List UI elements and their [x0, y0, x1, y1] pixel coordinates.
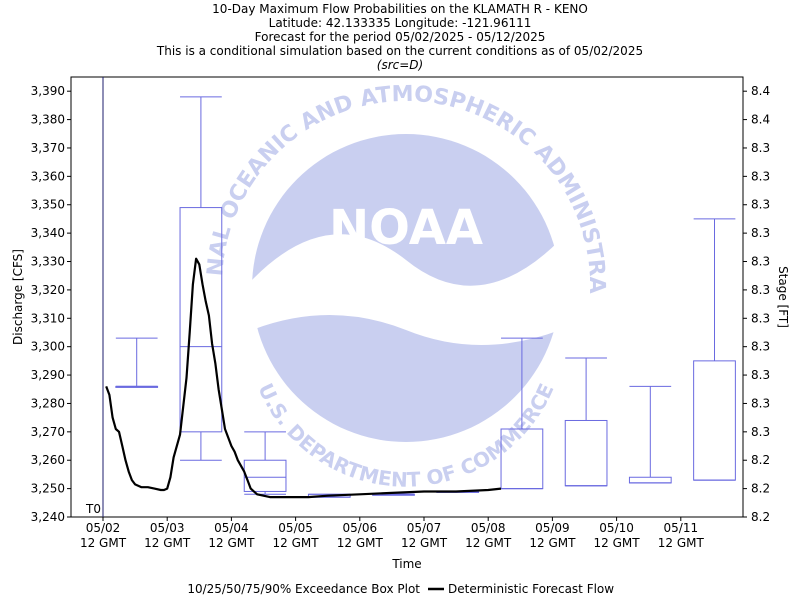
y2-tick-label: 8.3: [751, 425, 770, 439]
x-tick-date: 05/10: [599, 521, 634, 535]
plot-frame: [70, 76, 744, 518]
box-iqr: [564, 419, 608, 487]
x-tick-date: 05/03: [150, 521, 185, 535]
y2-tick-label: 8.2: [751, 453, 770, 467]
y-tick-label: 3,270: [31, 425, 65, 439]
y-tick-label: 3,320: [31, 283, 65, 297]
x-tick-time: 12 GMT: [80, 536, 127, 550]
y2-axis-title: Stage [FT]: [776, 266, 790, 328]
deterministic-line: [105, 257, 502, 499]
y2-tick-label: 8.3: [751, 198, 770, 212]
y2-tick-label: 8.3: [751, 340, 770, 354]
box-plot: [179, 96, 223, 461]
box-iqr: [693, 360, 736, 481]
y-tick-label: 3,350: [31, 198, 65, 212]
x-tick-time: 12 GMT: [658, 536, 705, 550]
box-plot: [243, 431, 287, 495]
y-tick-label: 3,290: [31, 368, 65, 382]
y-tick-label: 3,240: [31, 510, 65, 524]
y2-tick-label: 8.3: [751, 169, 770, 183]
box-plot: [500, 337, 544, 490]
title-line-1: 10-Day Maximum Flow Probabilities on the…: [212, 2, 588, 16]
title-line-4: This is a conditional simulation based o…: [156, 44, 643, 58]
y-tick-label: 3,340: [31, 226, 65, 240]
y-tick-label: 3,330: [31, 255, 65, 269]
title-line-2: Latitude: 42.133335 Longitude: -121.9611…: [269, 16, 532, 30]
y2-tick-label: 8.3: [751, 311, 770, 325]
y-tick-label: 3,370: [31, 141, 65, 155]
y-tick-label: 3,260: [31, 453, 65, 467]
y2-tick-label: 8.3: [751, 396, 770, 410]
legend-line-label: Deterministic Forecast Flow: [448, 582, 614, 596]
x-tick-date: 05/05: [278, 521, 313, 535]
y-axis-right: 8.2 8.2 8.2 8.3 8.3 8.3 8.3 8.3 8.3 8.3 8.3 8.3 8.3 8…: [743, 84, 770, 524]
box-iqr: [243, 459, 287, 492]
y-tick-label: 3,380: [31, 113, 65, 127]
x-tick-time: 12 GMT: [273, 536, 320, 550]
y-tick-label: 3,390: [31, 84, 65, 98]
x-tick-date: 05/07: [407, 521, 442, 535]
chart-title: 10-Day Maximum Flow Probabilities on the…: [156, 2, 643, 72]
y2-tick-label: 8.3: [751, 141, 770, 155]
y-tick-label: 3,360: [31, 169, 65, 183]
y-tick-label: 3,300: [31, 340, 65, 354]
y-tick-label: 3,280: [31, 396, 65, 410]
deterministic-series: [105, 257, 502, 499]
x-tick-time: 12 GMT: [208, 536, 255, 550]
noaa-watermark: NATIONAL OCEANIC AND ATMOSPHERIC ADMINIS…: [0, 0, 609, 492]
x-tick-date: 05/02: [86, 521, 121, 535]
legend: 10/25/50/75/90% Exceedance Box Plot Dete…: [187, 582, 614, 596]
x-tick-date: 05/06: [343, 521, 378, 535]
title-line-5: (src=D): [377, 58, 423, 72]
box-plot: [693, 218, 736, 481]
t0-marker: T0: [85, 77, 104, 517]
y2-tick-label: 8.4: [751, 113, 770, 127]
box-iqr: [179, 207, 223, 433]
x-tick-time: 12 GMT: [594, 536, 641, 550]
y-tick-label: 3,250: [31, 482, 65, 496]
legend-box-label: 10/25/50/75/90% Exceedance Box Plot: [187, 582, 420, 596]
y2-tick-label: 8.3: [751, 283, 770, 297]
y2-tick-label: 8.3: [751, 368, 770, 382]
x-tick-date: 05/04: [214, 521, 249, 535]
x-tick-time: 12 GMT: [144, 536, 191, 550]
y2-tick-label: 8.4: [751, 84, 770, 98]
noaa-logo-gull-icon: [252, 234, 560, 345]
y2-tick-label: 8.2: [751, 510, 770, 524]
y-tick-label: 3,310: [31, 311, 65, 325]
x-tick-date: 05/08: [471, 521, 506, 535]
box-iqr: [628, 476, 672, 484]
y2-tick-label: 8.2: [751, 482, 770, 496]
x-tick-date: 05/09: [535, 521, 570, 535]
y-axis-title: Discharge [CFS]: [11, 249, 25, 345]
box-plot: [115, 337, 159, 388]
title-line-3: Forecast for the period 05/02/2025 - 05/…: [255, 30, 546, 44]
y-axis-left: 3,240 3,250 3,260 3,270 3,280 3,290 3,300 3,310…: [31, 84, 71, 524]
x-tick-date: 05/11: [664, 521, 699, 535]
x-axis-title: Time: [391, 557, 421, 571]
x-tick-time: 12 GMT: [529, 536, 576, 550]
x-tick-time: 12 GMT: [465, 536, 512, 550]
x-tick-time: 12 GMT: [401, 536, 448, 550]
noaa-logo-text: NOAA: [329, 200, 483, 256]
x-tick-time: 12 GMT: [337, 536, 384, 550]
box-plot: [628, 385, 672, 484]
y2-tick-label: 8.3: [751, 255, 770, 269]
y2-tick-label: 8.3: [751, 226, 770, 240]
t0-label: T0: [85, 502, 101, 516]
box-plot: [564, 357, 608, 487]
